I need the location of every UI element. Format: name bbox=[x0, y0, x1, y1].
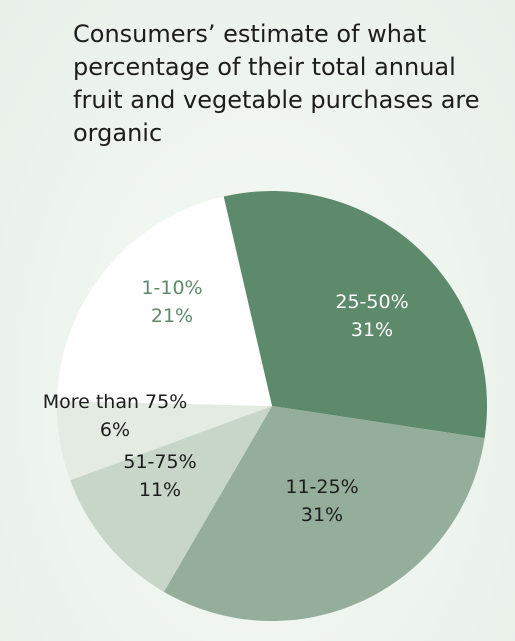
slice-label: 11-25% 31% bbox=[285, 476, 358, 526]
slice-label: 51-75% 11% bbox=[123, 451, 196, 501]
pie-labels: 25-50% 31% 11-25% 31% 51-75% 11% More than 75%… bbox=[43, 277, 409, 526]
slice-category-label: 51-75% bbox=[123, 451, 196, 473]
pie-slices bbox=[56, 191, 487, 621]
pie-slice bbox=[57, 196, 273, 406]
slice-category-label: 25-50% bbox=[335, 291, 408, 313]
slice-category-label: 1-10% bbox=[141, 277, 202, 299]
pie-slice bbox=[70, 406, 272, 592]
slice-label: 25-50% 31% bbox=[335, 291, 408, 341]
slice-value-label: 31% bbox=[351, 319, 393, 341]
slice-value-label: 11% bbox=[139, 479, 181, 501]
pie-slice bbox=[223, 191, 487, 439]
chart-title: Consumers’ estimate of what percentage o… bbox=[73, 20, 480, 147]
slice-value-label: 6% bbox=[100, 419, 130, 441]
slice-label: More than 75% 6% bbox=[43, 391, 188, 441]
slice-label: 1-10% 21% bbox=[141, 277, 202, 327]
slice-value-label: 21% bbox=[151, 305, 193, 327]
pie-slice bbox=[163, 406, 485, 621]
pie-slice bbox=[56, 400, 272, 481]
slice-value-label: 31% bbox=[301, 504, 343, 526]
slice-category-label: More than 75% bbox=[43, 391, 188, 413]
slice-category-label: 11-25% bbox=[285, 476, 358, 498]
